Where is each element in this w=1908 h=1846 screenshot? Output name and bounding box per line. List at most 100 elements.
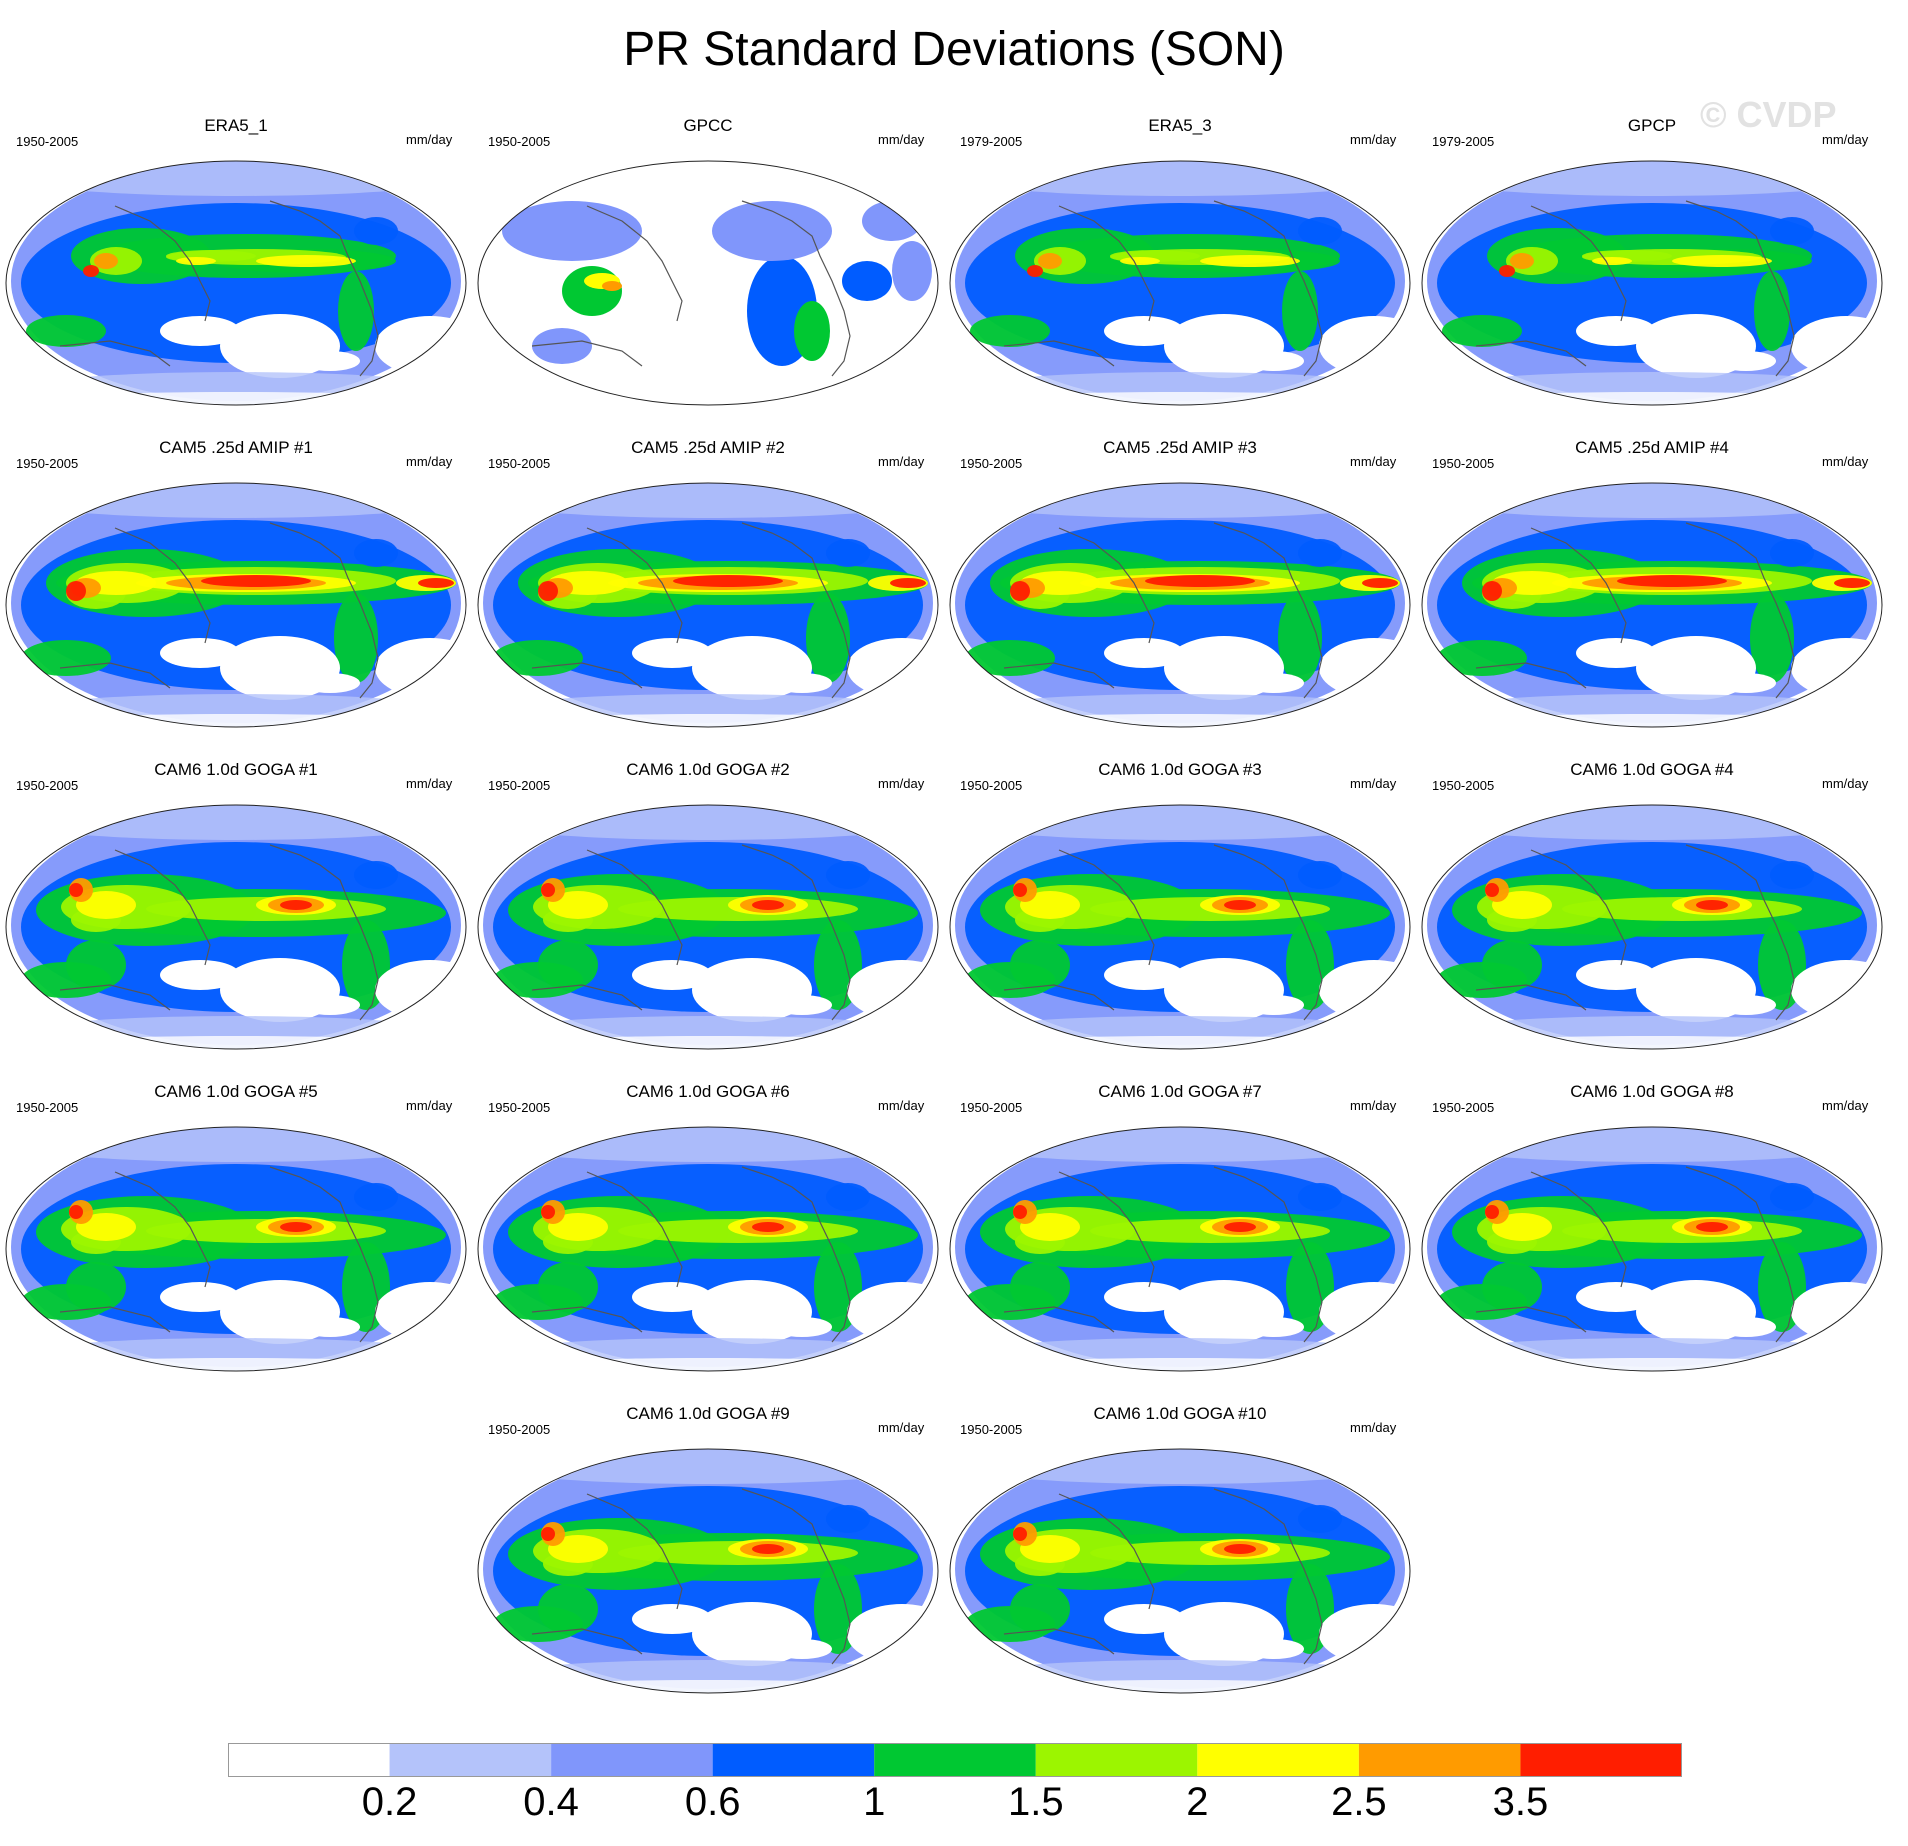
precip-blob — [66, 581, 86, 601]
coastline — [1530, 205, 1627, 322]
precip-blob — [1770, 217, 1814, 245]
dry-region — [1576, 960, 1656, 990]
coastline — [531, 662, 643, 689]
precip-blob — [1224, 1222, 1256, 1232]
precip-blob — [673, 575, 783, 587]
precip-blob — [256, 255, 356, 267]
robinson-map — [949, 482, 1411, 728]
robinson-map — [5, 804, 467, 1050]
dry-region — [1244, 1317, 1304, 1337]
panel-period: 1950-2005 — [488, 1422, 551, 1437]
coastline — [741, 522, 851, 699]
panel-title: ERA5_1 — [204, 116, 268, 135]
precip-blob — [502, 201, 642, 261]
coastline — [1685, 200, 1795, 377]
dry-region — [300, 995, 360, 1015]
coastline — [1058, 1493, 1155, 1610]
precip-blob — [69, 1205, 83, 1219]
precip-blob — [752, 1222, 784, 1232]
precip-blob — [970, 315, 1050, 347]
precip-blob — [76, 891, 136, 919]
map-panel: ERA5_1 1950-2005 mm/day — [0, 116, 472, 434]
coastline — [741, 844, 851, 1021]
colorbar-swatch — [1358, 1743, 1521, 1777]
precip-blob — [794, 301, 830, 361]
coastline — [59, 340, 171, 367]
dry-region — [632, 960, 712, 990]
dry-region — [1244, 1639, 1304, 1659]
panel-title: GPCP — [1627, 116, 1677, 135]
coastline — [586, 527, 683, 644]
polar-band — [488, 1127, 928, 1162]
coastline — [531, 340, 643, 367]
dry-region — [300, 1317, 360, 1337]
polar-band — [488, 1449, 928, 1484]
panel-units: mm/day — [1350, 1420, 1397, 1435]
coastline — [1003, 984, 1115, 1011]
coastline — [1475, 984, 1587, 1011]
polar-band — [488, 483, 928, 518]
panel-title: CAM5 .25d AMIP #4 — [1575, 438, 1729, 457]
precip-blob — [1437, 640, 1527, 676]
coastline — [1530, 527, 1627, 644]
panel-units: mm/day — [878, 132, 925, 147]
panel-title: CAM6 1.0d GOGA #6 — [626, 1082, 790, 1101]
polar-band — [1452, 714, 1852, 727]
precip-blob — [541, 1527, 555, 1541]
map-panel: CAM6 1.0d GOGA #1 1950-2005 mm/day — [0, 760, 472, 1078]
panel-units: mm/day — [1350, 132, 1397, 147]
coastline — [114, 527, 211, 644]
dry-region — [1576, 638, 1656, 668]
panel-title: CAM6 1.0d GOGA #2 — [626, 760, 790, 779]
robinson-map — [949, 1448, 1411, 1694]
map-border — [5, 1126, 467, 1372]
precip-blob — [538, 940, 598, 990]
precip-blob — [354, 861, 398, 889]
coastline — [114, 849, 211, 966]
colorbar-frame — [228, 1743, 1682, 1777]
coastline — [741, 1166, 851, 1343]
map-panel: CAM6 1.0d GOGA #8 1950-2005 mm/day — [1416, 1082, 1888, 1400]
map-panel: CAM5 .25d AMIP #2 1950-2005 mm/day — [472, 438, 944, 756]
polar-band — [980, 1680, 1380, 1693]
panel-period: 1950-2005 — [488, 778, 551, 793]
coastline — [1685, 1166, 1795, 1343]
precip-blob — [26, 315, 106, 347]
polar-band — [960, 1127, 1400, 1162]
precip-blob — [890, 578, 926, 588]
colorbar-swatch — [389, 1743, 552, 1777]
precip-blob — [1485, 1205, 1499, 1219]
precip-blob — [1672, 255, 1772, 267]
precip-blob — [826, 861, 870, 889]
precip-blob — [83, 265, 99, 277]
precip-blob — [1013, 883, 1027, 897]
coastline — [59, 1306, 171, 1333]
panel-title: ERA5_3 — [1148, 116, 1212, 135]
dry-region — [1576, 316, 1656, 346]
colorbar-swatch — [1035, 1743, 1198, 1777]
coastline — [531, 1306, 643, 1333]
panel-units: mm/day — [1822, 132, 1869, 147]
precip-blob — [1010, 581, 1030, 601]
dry-region — [1104, 1604, 1184, 1634]
precip-blob — [66, 1262, 126, 1312]
dry-region — [1576, 1282, 1656, 1312]
precip-blob — [1754, 271, 1790, 351]
colorbar-swatch — [1197, 1743, 1359, 1777]
precip-blob — [1027, 265, 1043, 277]
precip-blob — [1010, 940, 1070, 990]
map-panel: GPCP 1979-2005 mm/day — [1416, 116, 1888, 434]
panel-title: CAM6 1.0d GOGA #3 — [1098, 760, 1262, 779]
precip-blob — [1442, 315, 1522, 347]
precip-blob — [1020, 891, 1080, 919]
dry-region — [300, 673, 360, 693]
polar-band — [36, 1358, 436, 1371]
precip-blob — [66, 940, 126, 990]
panel-units: mm/day — [878, 1420, 925, 1435]
dry-region — [632, 638, 712, 668]
precip-blob — [1120, 257, 1160, 265]
precip-blob — [1482, 581, 1502, 601]
coastline — [1058, 849, 1155, 966]
precip-blob — [94, 253, 118, 269]
map-border — [949, 1448, 1411, 1694]
